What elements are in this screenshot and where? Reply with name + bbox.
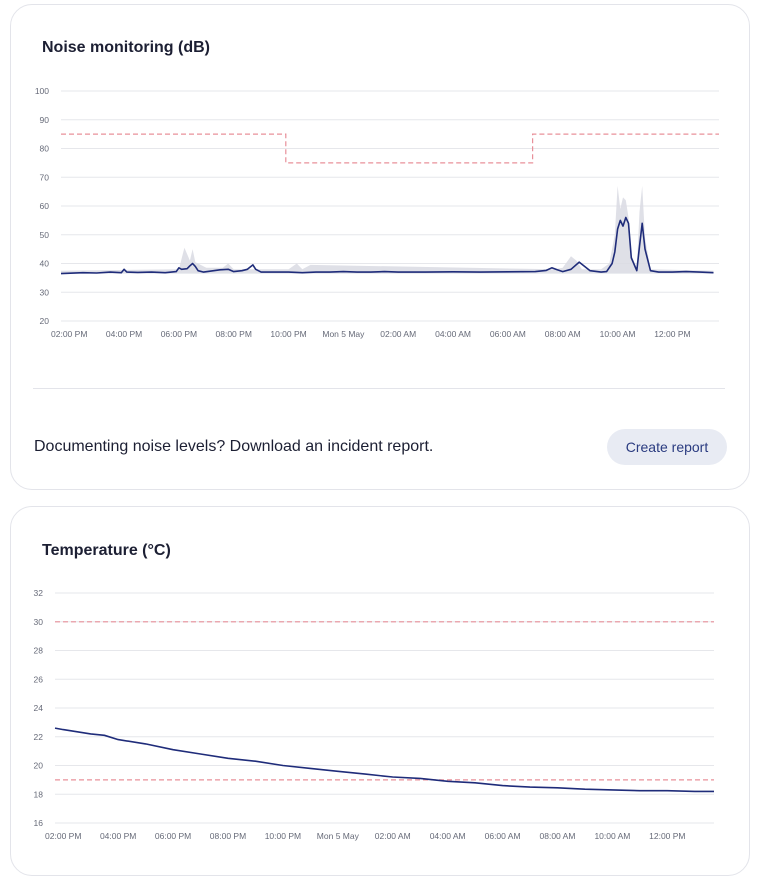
x-tick-label: 12:00 PM — [654, 329, 690, 339]
x-tick-label: 10:00 AM — [594, 831, 630, 841]
y-tick-label: 90 — [40, 115, 50, 125]
y-tick-label: 30 — [34, 617, 44, 627]
noise-card: Noise monitoring (dB) 20 30 40 50 60 70 80 90 10… — [10, 4, 750, 490]
x-tick-label: 08:00 AM — [545, 329, 581, 339]
noise-chart: 20 30 40 50 60 70 80 90 100 02:00 PM 04:00 PM 06:00… — [35, 86, 719, 339]
threshold-line — [61, 133, 719, 164]
y-tick-label: 32 — [34, 588, 44, 598]
x-tick-label: 04:00 PM — [100, 831, 136, 841]
incident-report-prompt: Documenting noise levels? Download an in… — [34, 438, 434, 455]
x-tick-label: 08:00 PM — [210, 831, 246, 841]
x-tick-label: Mon 5 May — [317, 831, 360, 841]
x-tick-label: 10:00 AM — [600, 329, 636, 339]
x-tick-label: 02:00 PM — [51, 329, 87, 339]
x-tick-label: 04:00 PM — [106, 329, 142, 339]
measurement-line — [60, 216, 714, 275]
y-tick-label: 18 — [34, 789, 44, 799]
noise-chart-title: Noise monitoring (dB) — [42, 39, 210, 56]
x-tick-label: 08:00 AM — [540, 831, 576, 841]
y-tick-label: 20 — [34, 761, 44, 771]
temperature-chart: 16 18 20 22 24 26 28 30 32 02:00 PM 04:00 PM 06:00 … — [34, 588, 714, 841]
measurement-line — [54, 727, 714, 793]
x-tick-label: 06:00 PM — [161, 329, 197, 339]
x-tick-label: 06:00 AM — [485, 831, 521, 841]
x-tick-label: 02:00 PM — [45, 831, 81, 841]
range-band — [61, 185, 714, 274]
y-tick-label: 30 — [40, 287, 50, 297]
y-tick-label: 16 — [34, 818, 44, 828]
y-tick-label: 50 — [40, 230, 50, 240]
x-tick-label: 02:00 AM — [375, 831, 411, 841]
y-tick-label: 28 — [34, 646, 44, 656]
y-tick-label: 40 — [40, 259, 50, 269]
divider — [33, 388, 725, 389]
y-tick-label: 80 — [40, 144, 50, 154]
x-tick-label: 04:00 AM — [435, 329, 471, 339]
y-tick-label: 60 — [40, 201, 50, 211]
y-tick-label: 20 — [40, 316, 50, 326]
x-tick-label: Mon 5 May — [322, 329, 365, 339]
temperature-chart-title: Temperature (°C) — [42, 542, 171, 559]
x-tick-label: 10:00 PM — [265, 831, 301, 841]
y-tick-label: 26 — [34, 674, 44, 684]
x-tick-label: 08:00 PM — [216, 329, 252, 339]
create-report-button[interactable]: Create report — [607, 429, 727, 465]
x-tick-label: 04:00 AM — [430, 831, 466, 841]
x-tick-label: 06:00 AM — [490, 329, 526, 339]
y-tick-label: 70 — [40, 172, 50, 182]
y-tick-label: 22 — [34, 732, 44, 742]
x-tick-label: 10:00 PM — [270, 329, 306, 339]
x-tick-label: 12:00 PM — [649, 831, 685, 841]
temperature-card: Temperature (°C) 16 18 20 22 24 26 28 30 32 02:00… — [10, 506, 750, 876]
x-tick-label: 02:00 AM — [380, 329, 416, 339]
x-tick-label: 06:00 PM — [155, 831, 191, 841]
y-tick-label: 24 — [34, 703, 44, 713]
y-tick-label: 100 — [35, 86, 49, 96]
